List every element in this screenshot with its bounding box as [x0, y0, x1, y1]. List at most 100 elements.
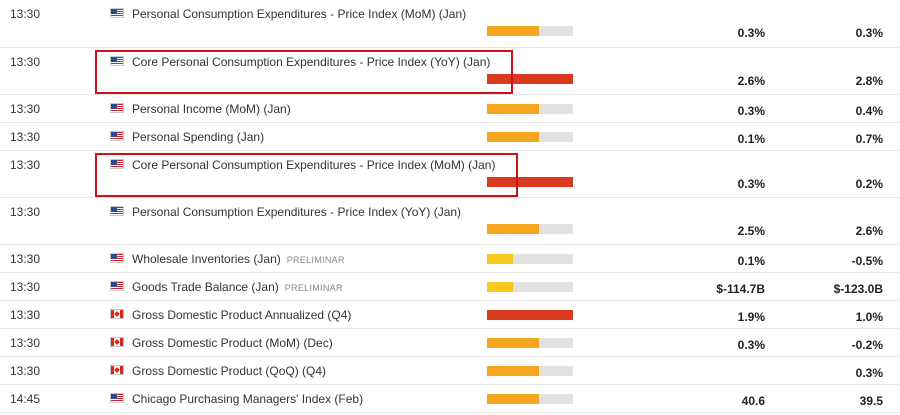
event-row[interactable]: 13:30 Personal Consumption Expenditures -…: [0, 198, 900, 245]
ca-flag-icon: [110, 337, 124, 347]
actual-value: 0.3%: [737, 26, 765, 40]
event-time: 13:30: [10, 102, 41, 116]
event-title[interactable]: Core Personal Consumption Expenditures -…: [132, 55, 490, 69]
event-row[interactable]: 13:30 Personal Income (MoM) (Jan) 0.3% 0.4%: [0, 95, 900, 123]
importance-meter: [487, 338, 573, 348]
event-title[interactable]: Core Personal Consumption Expenditures -…: [132, 158, 495, 172]
event-row[interactable]: 14:45 Chicago Purchasing Managers' Index …: [0, 385, 900, 413]
event-time: 13:30: [10, 252, 41, 266]
forecast-value: 0.3%: [855, 366, 883, 380]
event-title[interactable]: Gross Domestic Product (QoQ) (Q4): [132, 364, 326, 378]
event-title[interactable]: Personal Consumption Expenditures - Pric…: [132, 7, 466, 21]
forecast-value: 0.2%: [855, 177, 883, 191]
event-row[interactable]: 13:30 Wholesale Inventories (Jan) PRELIMIN…: [0, 245, 900, 273]
event-time: 13:30: [10, 336, 41, 350]
event-row[interactable]: 13:30 Core Personal Consumption Expenditu…: [0, 151, 900, 198]
forecast-value: 0.4%: [855, 104, 883, 118]
importance-meter: [487, 177, 573, 187]
event-title-text: Gross Domestic Product (MoM) (Dec): [132, 336, 333, 350]
actual-value: 1.9%: [737, 310, 765, 324]
us-flag-icon: [110, 56, 124, 66]
actual-value: 0.1%: [737, 254, 765, 268]
event-title[interactable]: Gross Domestic Product (MoM) (Dec): [132, 336, 333, 350]
event-title[interactable]: Chicago Purchasing Managers' Index (Feb): [132, 392, 363, 406]
us-flag-icon: [110, 131, 124, 141]
event-title[interactable]: Gross Domestic Product Annualized (Q4): [132, 308, 351, 322]
us-flag-icon: [110, 8, 124, 18]
event-title-text: Core Personal Consumption Expenditures -…: [132, 55, 491, 69]
event-row[interactable]: 13:30 Personal Consumption Expenditures -…: [0, 0, 900, 48]
event-title-text: Gross Domestic Product Annualized (Q4): [132, 308, 352, 322]
forecast-value: -0.2%: [851, 338, 883, 352]
actual-value: 0.3%: [737, 177, 765, 191]
importance-meter-fill: [487, 177, 573, 187]
importance-meter: [487, 224, 573, 234]
importance-meter-fill: [487, 282, 513, 292]
event-title-text: Core Personal Consumption Expenditures -…: [132, 158, 496, 172]
importance-meter: [487, 394, 573, 404]
event-title-text: Personal Consumption Expenditures - Pric…: [132, 205, 462, 219]
event-row[interactable]: 13:30 Goods Trade Balance (Jan) PRELIMINAR…: [0, 273, 900, 301]
forecast-value: 2.6%: [855, 224, 883, 238]
event-row[interactable]: 13:30 Core Personal Consumption Expenditu…: [0, 48, 900, 95]
actual-value: 2.5%: [737, 224, 765, 238]
importance-meter-fill: [487, 254, 513, 264]
forecast-value: 1.0%: [855, 310, 883, 324]
event-title-text: Gross Domestic Product (QoQ) (Q4): [132, 364, 327, 378]
event-time: 14:45: [10, 392, 41, 406]
event-title[interactable]: Personal Spending (Jan): [132, 130, 264, 144]
actual-value: $-114.7B: [716, 282, 765, 296]
importance-meter: [487, 132, 573, 142]
importance-meter-fill: [487, 338, 539, 348]
importance-meter: [487, 366, 573, 376]
us-flag-icon: [110, 281, 124, 291]
us-flag-icon: [110, 206, 124, 216]
importance-meter-fill: [487, 366, 539, 376]
importance-meter-fill: [487, 104, 539, 114]
forecast-value: 0.3%: [855, 26, 883, 40]
event-time: 13:30: [10, 205, 41, 219]
event-time: 13:30: [10, 308, 41, 322]
actual-value: 40.6: [741, 394, 765, 408]
event-time: 13:30: [10, 7, 41, 21]
importance-meter: [487, 104, 573, 114]
forecast-value: -0.5%: [851, 254, 883, 268]
importance-meter-fill: [487, 310, 573, 320]
event-time: 13:30: [10, 55, 41, 69]
importance-meter: [487, 254, 573, 264]
event-title-text: Personal Consumption Expenditures - Pric…: [132, 7, 467, 21]
event-title[interactable]: Goods Trade Balance (Jan) PRELIMINAR: [132, 280, 343, 294]
us-flag-icon: [110, 393, 124, 403]
event-title-text: Wholesale Inventories (Jan): [132, 252, 281, 266]
event-title[interactable]: Personal Income (MoM) (Jan): [132, 102, 291, 116]
us-flag-icon: [110, 159, 124, 169]
event-time: 13:30: [10, 364, 41, 378]
event-title-text: Personal Income (MoM) (Jan): [132, 102, 291, 116]
ca-flag-icon: [110, 309, 124, 319]
actual-value: 2.6%: [737, 74, 765, 88]
event-title-text: Goods Trade Balance (Jan): [132, 280, 279, 294]
event-title[interactable]: Wholesale Inventories (Jan) PRELIMINAR: [132, 252, 345, 266]
event-title-text: Personal Spending (Jan): [132, 130, 265, 144]
forecast-value: $-123.0B: [833, 282, 883, 296]
ca-flag-icon: [110, 365, 124, 375]
forecast-value: 0.7%: [855, 132, 883, 146]
importance-meter-fill: [487, 224, 539, 234]
event-row[interactable]: 13:30 Personal Spending (Jan) 0.1% 0.7%: [0, 123, 900, 151]
forecast-value: 39.5: [859, 394, 883, 408]
us-flag-icon: [110, 253, 124, 263]
event-row[interactable]: 13:30 Gross Domestic Product Annualized (…: [0, 301, 900, 329]
event-time: 13:30: [10, 158, 41, 172]
event-row[interactable]: 13:30 Gross Domestic Product (QoQ) (Q4) 0.…: [0, 357, 900, 385]
event-time: 13:30: [10, 130, 41, 144]
event-time: 13:30: [10, 280, 41, 294]
actual-value: 0.3%: [737, 104, 765, 118]
importance-meter-fill: [487, 26, 539, 36]
event-title-text: Chicago Purchasing Managers' Index (Feb): [132, 392, 364, 406]
importance-meter-fill: [487, 74, 573, 84]
event-row[interactable]: 13:30 Gross Domestic Product (MoM) (Dec) 0…: [0, 329, 900, 357]
importance-meter: [487, 310, 573, 320]
event-title[interactable]: Personal Consumption Expenditures - Pric…: [132, 205, 461, 219]
importance-meter-fill: [487, 394, 539, 404]
